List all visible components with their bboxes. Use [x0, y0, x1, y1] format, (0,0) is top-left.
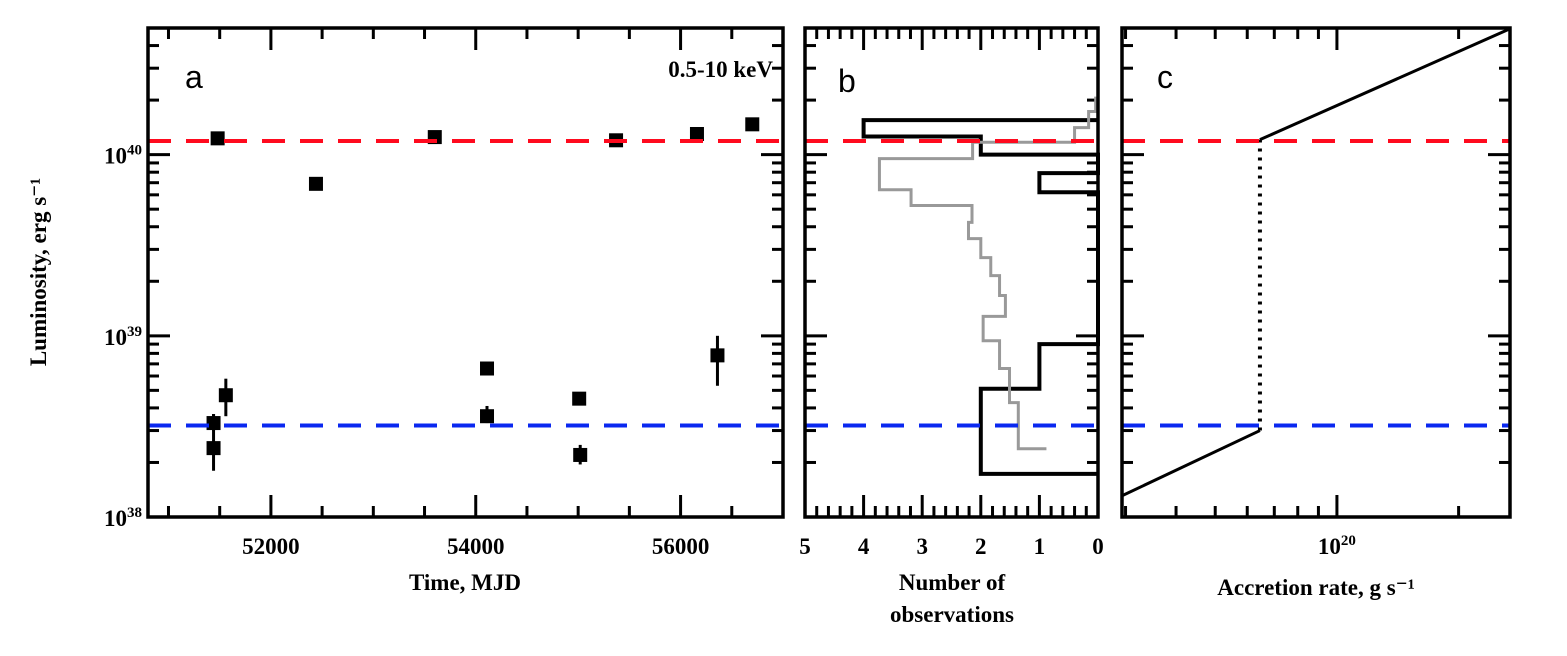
panel-a-xlabel: Time, MJD: [409, 570, 521, 595]
panel-b-xlabel-line1: Number of: [899, 570, 1006, 595]
plot-frame: [803, 26, 1100, 519]
energy-band-annotation: 0.5-10 keV: [668, 57, 773, 82]
data-point: [689, 126, 704, 141]
panel-b-xlabel-line2: observations: [890, 602, 1014, 627]
x-tick-label: 0: [1092, 534, 1104, 559]
data-point: [480, 409, 495, 424]
panel-c-xlabel: Accretion rate, g s⁻¹: [1217, 575, 1414, 600]
data-point: [206, 441, 221, 456]
x-tick-label: 52000: [242, 534, 300, 559]
histogram-bar: [1039, 344, 1098, 389]
luminosity-line: [1121, 429, 1261, 498]
cumulative-curve: [877, 68, 1100, 451]
data-point: [572, 391, 587, 406]
y-tick-label: 1039: [104, 324, 142, 350]
x-tick-label: 4: [858, 534, 870, 559]
plot-frame: [146, 26, 785, 519]
data-point: [573, 447, 588, 462]
panel-a: a 0.5-10 keV Time, MJD Luminosity, erg s…: [26, 26, 785, 595]
histogram-bar: [981, 389, 1098, 474]
panel-b: b Number of observations 5 4 3 2 1 0: [799, 26, 1104, 627]
data-point: [308, 176, 323, 191]
panel-a-letter: a: [185, 59, 203, 95]
histogram-outline: [861, 118, 1100, 476]
x-tick-label: 1020: [1318, 533, 1356, 559]
luminosity-line: [1259, 27, 1511, 142]
y-tick-label: 1038: [104, 505, 142, 531]
histogram-bar: [864, 120, 1098, 136]
data-point: [710, 348, 725, 363]
panel-b-letter: b: [838, 63, 856, 99]
x-tick-label: 5: [799, 534, 811, 559]
data-point: [480, 361, 495, 376]
data-point: [745, 117, 760, 132]
x-tick-label: 3: [916, 534, 928, 559]
y-tick-label: 1040: [104, 143, 142, 169]
x-tick-label: 1: [1034, 534, 1046, 559]
x-tick-label: 56000: [652, 534, 710, 559]
plot-frame: [1120, 26, 1512, 519]
x-tick-label: 54000: [447, 534, 505, 559]
data-point: [218, 388, 233, 403]
y-axis-label: Luminosity, erg s⁻¹: [26, 178, 51, 366]
x-tick-label: 2: [975, 534, 987, 559]
data-point: [210, 131, 225, 146]
panel-c-letter: c: [1157, 59, 1173, 95]
panel-c: c Accretion rate, g s⁻¹ 1020: [1120, 26, 1512, 600]
